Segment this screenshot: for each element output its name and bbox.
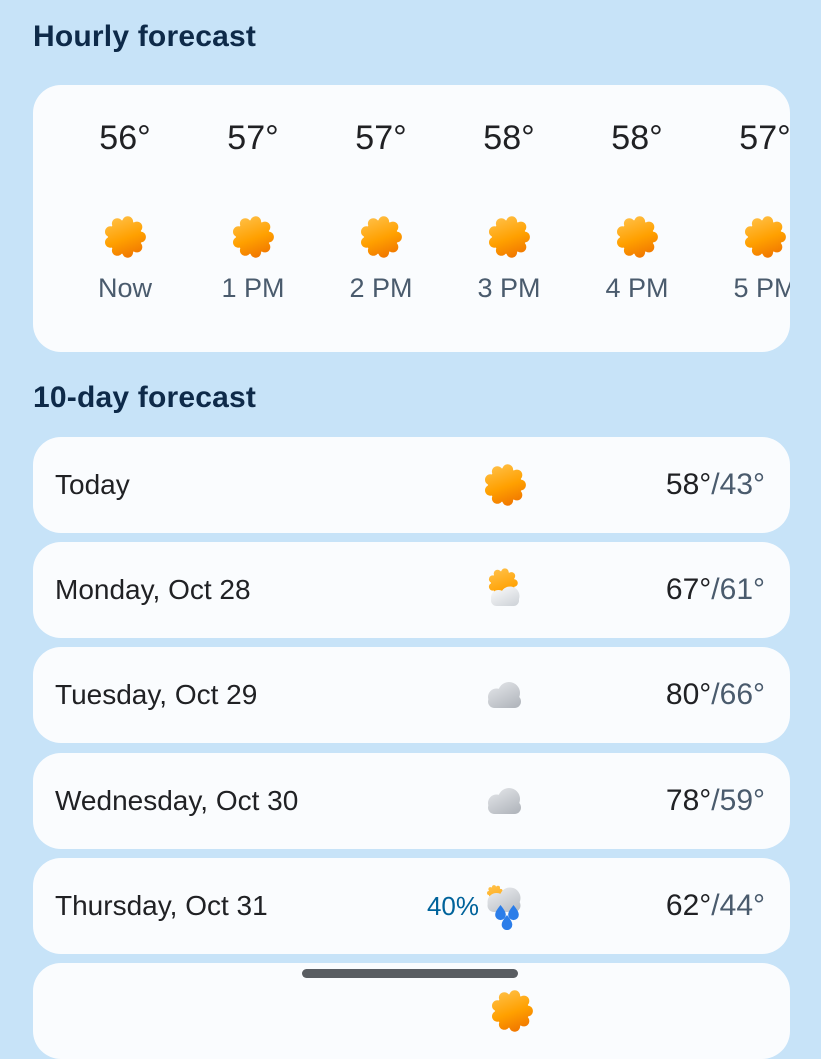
hourly-item[interactable]: 57° 2 PM [317,85,445,352]
hourly-time: Now [97,273,152,303]
hourly-item[interactable]: 56° Now [61,85,189,352]
low-temp: /61° [711,573,765,606]
sunny-icon [617,216,658,258]
hourly-item[interactable]: 58° 4 PM [573,85,701,352]
hourly-temp: 58° [611,119,663,157]
temperature-range: 62°/44° [565,889,765,923]
daily-row-monday[interactable]: Monday, Oct 28 67°/61° [33,542,790,638]
hourly-temp: 58° [483,119,535,157]
sunny-icon [745,216,786,258]
daily-row-thursday[interactable]: Thursday, Oct 31 40% 62°/44° [33,858,790,954]
sunny-icon [233,216,274,258]
daily-row-tuesday[interactable]: Tuesday, Oct 29 80°/66° [33,647,790,743]
sunny-icon [105,216,146,258]
hourly-temp: 57° [739,119,790,157]
day-label: Thursday, Oct 31 [55,890,268,921]
cloudy-icon [488,788,521,814]
hourly-item[interactable]: 57° 1 PM [189,85,317,352]
low-temp: /66° [711,678,765,711]
sunny-icon [485,464,526,506]
condition-icon-box [488,987,536,1035]
high-temp: 78° [665,784,712,817]
day-label: Wednesday, Oct 30 [55,785,299,816]
high-temp: 80° [665,678,712,711]
hourly-forecast-title: Hourly forecast [33,20,257,53]
condition-icon-box [445,671,565,719]
day-label: Today [55,469,130,500]
day-label: Monday, Oct 28 [55,574,251,605]
sunny-icon [361,216,402,258]
hourly-time: 1 PM [221,273,285,303]
partly-cloudy-icon [488,568,520,606]
hourly-time: 4 PM [605,273,669,303]
gesture-nav-handle[interactable] [302,969,518,978]
condition-icon-box [445,566,565,614]
hourly-time: 2 PM [349,273,413,303]
low-temp: /44° [711,889,765,922]
rain-icon [487,885,521,930]
hourly-item[interactable]: 58° 3 PM [445,85,573,352]
hourly-temp: 56° [99,119,151,157]
ten-day-forecast-title: 10-day forecast [33,381,257,414]
temperature-range: 67°/61° [565,573,765,607]
day-label: Tuesday, Oct 29 [55,679,258,710]
hourly-item[interactable]: 57° 5 PM [701,85,790,352]
high-temp: 67° [665,573,712,606]
hourly-temp: 57° [227,119,279,157]
low-temp: /59° [711,784,765,817]
high-temp: 58° [665,468,712,501]
hourly-time: 5 PM [733,273,790,303]
condition-icon-box [445,461,565,509]
low-temp: /43° [711,468,765,501]
temperature-range: 58°/43° [565,468,765,502]
daily-row-today[interactable]: Today 58°/43° [33,437,790,533]
daily-row-wednesday[interactable]: Wednesday, Oct 30 78°/59° [33,753,790,849]
condition-icon-box: 40% [427,882,565,930]
sunny-icon [492,990,533,1032]
hourly-temp: 57° [355,119,407,157]
hourly-time: 3 PM [477,273,541,303]
high-temp: 62° [665,889,712,922]
cloudy-icon [488,682,521,708]
precipitation-chance: 40% [426,890,479,921]
temperature-range: 78°/59° [565,784,765,818]
sunny-icon [489,216,530,258]
hourly-forecast-card[interactable]: 56° Now 57° 1 PM 57° 2 PM 58° 3 PM 58° 4… [33,85,790,352]
temperature-range: 80°/66° [565,678,765,712]
condition-icon-box [445,777,565,825]
